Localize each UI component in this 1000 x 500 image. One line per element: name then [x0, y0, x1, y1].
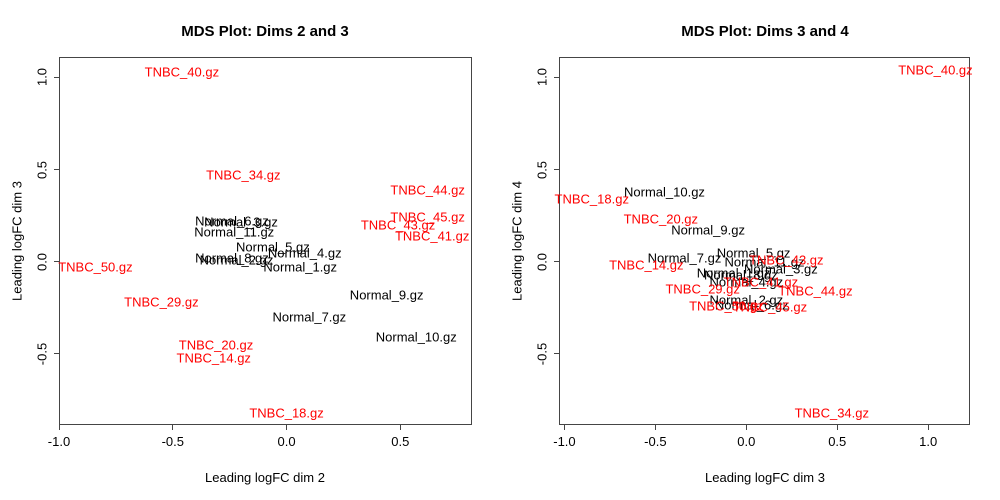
sample-label: TNBC_41.gz [723, 274, 799, 290]
y-tick [554, 169, 559, 171]
sample-label: Normal_10.gz [375, 329, 457, 345]
x-tick [399, 425, 401, 430]
sample-label: Normal_5.gz [716, 245, 791, 261]
sample-label: TNBC_44.gz [390, 182, 465, 198]
sample-label: TNBC_40.gz [898, 62, 973, 78]
x-axis-label: Leading logFC dim 3 [705, 470, 825, 485]
x-tick-label: 0.0 [737, 434, 756, 449]
y-tick-label: 0.5 [534, 160, 550, 179]
sample-label: Normal_11.gz [194, 224, 275, 240]
y-tick-label: -0.5 [534, 342, 550, 366]
y-tick [554, 76, 559, 78]
y-tick [54, 261, 59, 263]
sample-label: TNBC_20.gz [178, 337, 254, 353]
sample-label: TNBC_29.gz [665, 281, 740, 297]
x-tick [654, 425, 656, 430]
y-tick [54, 169, 59, 171]
sample-label: TNBC_18.gz [554, 191, 629, 207]
x-tick [286, 425, 288, 430]
y-tick-label: 0.5 [34, 160, 50, 179]
sample-label: Normal_8.gz [195, 250, 269, 266]
y-tick [554, 353, 559, 355]
sample-label: TNBC_43.gz [749, 252, 824, 268]
y-tick-label: 1.0 [34, 68, 50, 87]
y-tick-label: 1.0 [534, 68, 550, 87]
x-tick-label: 1.0 [919, 434, 938, 449]
x-tick-label: -1.0 [47, 434, 71, 449]
plot-title: MDS Plot: Dims 2 and 3 [181, 23, 349, 40]
sample-label: Normal_3.gz [204, 214, 278, 230]
sample-label: TNBC_14.gz [609, 257, 684, 273]
sample-label: TNBC_34.gz [206, 167, 281, 183]
x-tick-label: 0.5 [391, 434, 410, 449]
sample-label: TNBC_34.gz [794, 405, 869, 421]
sample-label: Normal_1.gz [696, 265, 771, 281]
sample-label: TNBC_41.gz [394, 228, 470, 244]
sample-label: TNBC_20.gz [623, 211, 699, 227]
sample-label: Normal_11.gz [724, 254, 805, 270]
x-tick-label: -1.0 [553, 434, 576, 449]
x-tick [745, 425, 747, 430]
x-tick [563, 425, 565, 430]
sample-label: TNBC_45.gz [390, 209, 465, 225]
sample-label: TNBC_29.gz [124, 294, 199, 310]
y-axis-label: Leading logFC dim 4 [509, 181, 525, 301]
sample-label: Normal_2.gz [709, 292, 784, 308]
sample-label: Normal_3.gz [744, 261, 818, 277]
sample-label: Normal_9.gz [349, 287, 424, 303]
sample-label: TNBC_45.gz [732, 299, 808, 315]
sample-label: Normal_6.gz [195, 213, 269, 229]
x-tick [58, 425, 60, 430]
y-tick [554, 261, 559, 263]
y-tick [54, 76, 59, 78]
sample-label: TNBC_43.gz [360, 217, 436, 233]
plot-title: MDS Plot: Dims 3 and 4 [681, 23, 849, 40]
sample-label: TNBC_50.gz [58, 259, 133, 275]
x-tick-label: 0.0 [277, 434, 296, 449]
sample-label: Normal_7.gz [272, 309, 347, 325]
y-tick-label: -0.5 [34, 342, 50, 366]
x-tick [172, 425, 174, 430]
x-axis-label: Leading logFC dim 2 [205, 470, 325, 485]
sample-label: Normal_8.gz [703, 267, 778, 283]
sample-label: Normal_9.gz [671, 222, 745, 238]
sample-label: Normal_4.gz [709, 274, 784, 290]
y-tick-label: 0.0 [34, 252, 50, 271]
mds-plot-dims-3-4: MDS Plot: Dims 3 and 4 Leading logFC dim… [500, 0, 1000, 500]
sample-label: TNBC_44.gz [778, 283, 853, 299]
sample-label: Normal_1.gz [263, 259, 338, 275]
plot-area-border [59, 57, 472, 425]
y-tick [54, 353, 59, 355]
plot-area-border [559, 57, 970, 425]
x-tick [836, 425, 838, 430]
x-tick-label: -0.5 [644, 434, 667, 449]
mds-plot-dims-2-3: MDS Plot: Dims 2 and 3 Leading logFC dim… [9, 23, 472, 485]
x-tick [927, 425, 929, 430]
sample-label: Normal_10.gz [624, 184, 705, 200]
sample-label: Normal_6.gz [714, 297, 789, 313]
sample-label: TNBC_18.gz [249, 405, 324, 421]
sample-label: TNBC_50.gz [689, 298, 764, 314]
x-tick-label: -0.5 [161, 434, 184, 449]
sample-label: Normal_2.gz [199, 252, 274, 268]
sample-label: Normal_7.gz [647, 250, 722, 266]
sample-label: Normal_5.gz [236, 239, 310, 255]
sample-label: TNBC_14.gz [176, 350, 251, 366]
sample-label: Normal_4.gz [267, 245, 342, 261]
sample-label: TNBC_40.gz [144, 64, 220, 80]
y-tick-label: 0.0 [534, 252, 550, 271]
y-axis-label: Leading logFC dim 3 [9, 181, 25, 301]
x-tick-label: 0.5 [828, 434, 847, 449]
